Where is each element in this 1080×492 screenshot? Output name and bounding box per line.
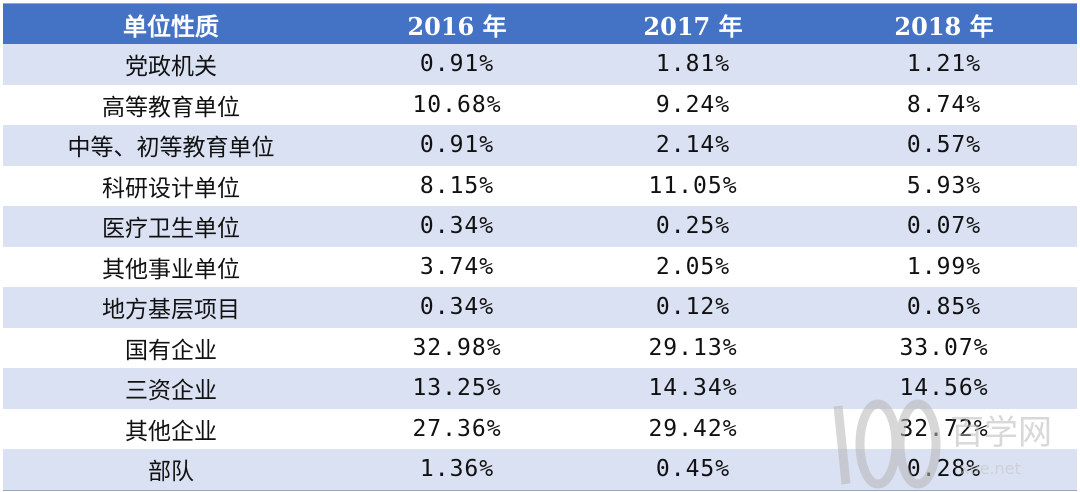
header-unit-type: 单位性质 bbox=[123, 12, 219, 41]
value-2016: 10.68% bbox=[412, 91, 502, 118]
table-row: 地方基层项目 0.34% 0.12% 0.85% bbox=[3, 287, 1077, 328]
value-2018: 32.72% bbox=[899, 415, 989, 442]
table-row: 医疗卫生单位 0.34% 0.25% 0.07% bbox=[3, 206, 1077, 247]
value-2017: 0.25% bbox=[655, 213, 731, 240]
value-2017: 1.81% bbox=[655, 51, 731, 78]
value-2016: 0.91% bbox=[419, 51, 495, 78]
value-2017: 2.14% bbox=[655, 132, 731, 159]
value-2018: 1.21% bbox=[906, 51, 982, 78]
value-2016: 0.91% bbox=[419, 132, 495, 159]
table-row: 高等教育单位 10.68% 9.24% 8.74% bbox=[3, 84, 1077, 125]
header-2016: 2016 年 bbox=[407, 11, 507, 41]
row-label: 高等教育单位 bbox=[102, 94, 240, 121]
table-row: 其他企业 27.36% 29.42% 32.72% bbox=[3, 408, 1077, 449]
value-2016: 32.98% bbox=[412, 334, 502, 361]
row-label: 部队 bbox=[148, 459, 194, 486]
value-2016: 3.74% bbox=[419, 253, 495, 280]
value-2018: 0.28% bbox=[906, 456, 982, 483]
data-table: 单位性质 2016 年 2017 年 2018 年 党政机关 0.91% 1.8… bbox=[3, 3, 1077, 491]
value-2018: 5.93% bbox=[906, 172, 982, 199]
row-label: 三资企业 bbox=[125, 378, 217, 405]
value-2017: 29.42% bbox=[648, 415, 738, 442]
value-2016: 0.34% bbox=[419, 213, 495, 240]
row-label: 科研设计单位 bbox=[102, 175, 240, 202]
row-label: 地方基层项目 bbox=[102, 297, 240, 324]
table-header-row: 单位性质 2016 年 2017 年 2018 年 bbox=[3, 4, 1077, 44]
value-2018: 0.07% bbox=[906, 213, 982, 240]
row-label: 党政机关 bbox=[125, 54, 217, 81]
row-label: 中等、初等教育单位 bbox=[67, 135, 275, 162]
value-2018: 14.56% bbox=[899, 375, 989, 402]
value-2016: 1.36% bbox=[419, 456, 495, 483]
value-2018: 0.57% bbox=[906, 132, 982, 159]
value-2017: 9.24% bbox=[655, 91, 731, 118]
header-2018: 2018 年 bbox=[894, 11, 994, 41]
table-row: 党政机关 0.91% 1.81% 1.21% bbox=[3, 44, 1077, 85]
value-2017: 11.05% bbox=[648, 172, 738, 199]
table-row: 科研设计单位 8.15% 11.05% 5.93% bbox=[3, 165, 1077, 206]
value-2016: 0.34% bbox=[419, 294, 495, 321]
table-row: 其他事业单位 3.74% 2.05% 1.99% bbox=[3, 246, 1077, 287]
value-2017: 0.45% bbox=[655, 456, 731, 483]
table-row: 国有企业 32.98% 29.13% 33.07% bbox=[3, 327, 1077, 368]
value-2017: 2.05% bbox=[655, 253, 731, 280]
value-2017: 14.34% bbox=[648, 375, 738, 402]
value-2016: 13.25% bbox=[412, 375, 502, 402]
row-label: 国有企业 bbox=[125, 337, 217, 364]
value-2017: 0.12% bbox=[655, 294, 731, 321]
table-row: 中等、初等教育单位 0.91% 2.14% 0.57% bbox=[3, 125, 1077, 166]
row-label: 医疗卫生单位 bbox=[102, 216, 240, 243]
table-row: 三资企业 13.25% 14.34% 14.56% bbox=[3, 368, 1077, 409]
row-label: 其他企业 bbox=[125, 418, 217, 445]
row-label: 其他事业单位 bbox=[102, 256, 240, 283]
value-2016: 27.36% bbox=[412, 415, 502, 442]
value-2018: 1.99% bbox=[906, 253, 982, 280]
table-row: 部队 1.36% 0.45% 0.28% bbox=[3, 449, 1077, 490]
header-2017: 2017 年 bbox=[643, 11, 743, 41]
value-2018: 8.74% bbox=[906, 91, 982, 118]
value-2018: 33.07% bbox=[899, 334, 989, 361]
value-2017: 29.13% bbox=[648, 334, 738, 361]
value-2016: 8.15% bbox=[419, 172, 495, 199]
value-2018: 0.85% bbox=[906, 294, 982, 321]
